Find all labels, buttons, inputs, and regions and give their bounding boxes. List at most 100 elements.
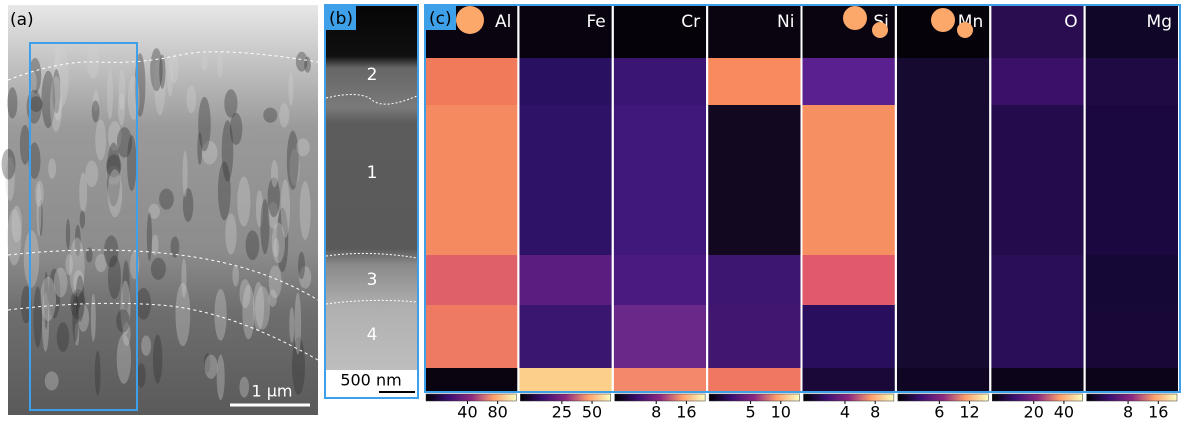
map-layer bbox=[991, 58, 1083, 105]
grain bbox=[232, 265, 239, 287]
colorbar-tick-label: 80 bbox=[487, 403, 507, 422]
grain bbox=[300, 181, 311, 240]
element-label: Mg bbox=[1147, 12, 1172, 32]
particle bbox=[872, 22, 888, 38]
particle bbox=[931, 8, 955, 32]
map-layer bbox=[991, 305, 1083, 368]
grain bbox=[237, 176, 250, 226]
grain bbox=[66, 219, 70, 250]
grain bbox=[45, 371, 59, 390]
colorbar bbox=[804, 394, 894, 401]
grain bbox=[24, 230, 39, 287]
region-label: 3 bbox=[367, 270, 378, 290]
map-layer bbox=[614, 305, 706, 368]
element-label: Fe bbox=[586, 12, 605, 32]
grain bbox=[225, 213, 236, 254]
colorbar bbox=[615, 394, 705, 401]
map-layer bbox=[614, 105, 706, 255]
grain bbox=[272, 222, 285, 263]
grain bbox=[239, 377, 249, 398]
map-layer bbox=[425, 58, 517, 105]
colorbar-tick-label: 8 bbox=[870, 403, 880, 422]
map-layer bbox=[897, 105, 989, 255]
colorbar-tick-label: 8 bbox=[1123, 403, 1133, 422]
particle bbox=[843, 6, 867, 30]
map-layer bbox=[803, 58, 895, 105]
grain bbox=[92, 100, 100, 122]
grain bbox=[33, 286, 42, 347]
grain bbox=[205, 355, 218, 379]
colorbar bbox=[1087, 394, 1177, 401]
grain bbox=[87, 41, 100, 79]
map-layer bbox=[519, 255, 611, 305]
colorbar-tick-label: 25 bbox=[552, 403, 572, 422]
map-layer bbox=[425, 255, 517, 305]
grain bbox=[48, 158, 56, 179]
panel-label: (b) bbox=[329, 9, 353, 29]
grain bbox=[107, 70, 113, 119]
colorbar bbox=[898, 394, 988, 401]
map-layer bbox=[708, 368, 800, 391]
grain bbox=[117, 334, 131, 384]
panel-label: (c) bbox=[429, 9, 452, 29]
colorbar-tick-label: 12 bbox=[959, 403, 979, 422]
grain bbox=[260, 199, 269, 254]
colorbar-tick-label: 16 bbox=[676, 403, 696, 422]
grain bbox=[11, 205, 22, 242]
map-layer bbox=[708, 105, 800, 255]
grain bbox=[118, 93, 125, 126]
panel-label: (a) bbox=[10, 10, 34, 30]
grain bbox=[183, 151, 188, 198]
grain bbox=[30, 96, 43, 112]
map-layer bbox=[519, 305, 611, 368]
grain bbox=[80, 210, 85, 228]
region-label: 2 bbox=[367, 65, 378, 85]
grain bbox=[175, 283, 190, 346]
map-layer bbox=[425, 305, 517, 368]
map-layer bbox=[614, 368, 706, 391]
map-layer bbox=[708, 58, 800, 105]
grain bbox=[40, 277, 56, 321]
colorbar bbox=[992, 394, 1082, 401]
grain bbox=[271, 160, 278, 187]
grain bbox=[167, 58, 173, 96]
particle bbox=[456, 6, 484, 34]
map-layer bbox=[425, 368, 517, 391]
grain bbox=[141, 336, 151, 356]
element-label: O bbox=[1064, 12, 1077, 32]
element-label: Al bbox=[495, 12, 511, 32]
grain bbox=[242, 285, 254, 340]
grain bbox=[116, 309, 130, 333]
map-layer bbox=[425, 105, 517, 255]
grain bbox=[269, 265, 282, 298]
map-layer bbox=[991, 368, 1083, 391]
grain bbox=[298, 252, 305, 279]
colorbar-tick-label: 10 bbox=[771, 403, 791, 422]
colorbar-tick-label: 6 bbox=[934, 403, 944, 422]
grain bbox=[91, 294, 96, 342]
grain bbox=[147, 212, 152, 261]
region-label: 4 bbox=[367, 325, 378, 345]
map-layer bbox=[991, 105, 1083, 255]
map-layer bbox=[897, 255, 989, 305]
grain bbox=[137, 363, 146, 387]
colorbar-tick-label: 50 bbox=[582, 403, 602, 422]
grain bbox=[186, 85, 196, 113]
grain bbox=[294, 293, 301, 355]
grain bbox=[214, 289, 226, 341]
grain bbox=[76, 275, 85, 322]
grain bbox=[65, 254, 73, 275]
grain bbox=[108, 169, 122, 217]
colorbar bbox=[520, 394, 610, 401]
map-layer bbox=[614, 255, 706, 305]
grain bbox=[50, 76, 62, 132]
map-layer bbox=[897, 58, 989, 105]
colorbar-tick-label: 5 bbox=[746, 403, 756, 422]
element-label: Ni bbox=[777, 12, 794, 32]
grain bbox=[54, 268, 68, 298]
map-layer bbox=[803, 105, 895, 255]
grain bbox=[117, 127, 132, 158]
map-layer bbox=[803, 305, 895, 368]
colorbar bbox=[709, 394, 799, 401]
